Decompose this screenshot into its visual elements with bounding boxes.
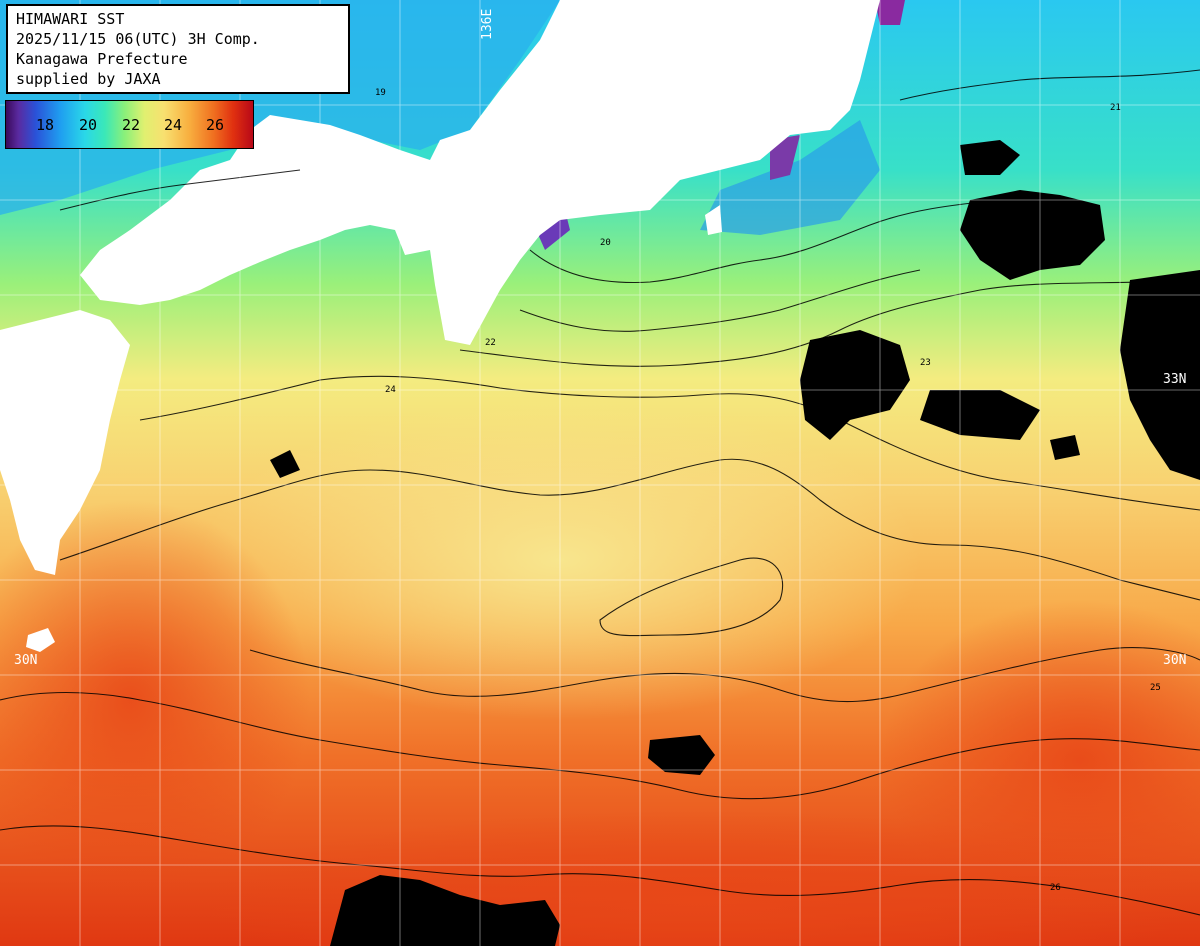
contour-label: 23 <box>920 358 931 368</box>
grid-label-30n-right: 30N <box>1163 653 1187 668</box>
nodata-cloud-east-2 <box>960 140 1020 175</box>
nodata-cloud-center <box>800 330 910 440</box>
legend-tick: 22 <box>122 116 141 134</box>
legend-tick: 20 <box>79 116 98 134</box>
nodata-cloud-mid <box>920 390 1040 440</box>
land-islet-1 <box>26 628 55 652</box>
legend-tick: 18 <box>36 116 55 134</box>
grid-label-136e: 136E <box>480 8 495 40</box>
land-kii-edge <box>640 0 720 40</box>
nodata-south-bottom <box>330 875 560 946</box>
nodata-cloud-small-2 <box>1050 435 1080 460</box>
data-credit: supplied by JAXA <box>16 70 161 88</box>
isotherm-contours <box>0 69 1200 916</box>
region-name: Kanagawa Prefecture <box>16 50 188 68</box>
land-islet-3 <box>560 0 620 18</box>
grid-label-30n-left: 30N <box>14 653 38 668</box>
nodata-south-speckle <box>648 735 715 775</box>
legend-tick: 24 <box>164 116 183 134</box>
contour-label: 22 <box>485 338 496 348</box>
cold-bay-water <box>700 120 880 235</box>
observation-time: 2025/11/15 06(UTC) 3H Comp. <box>16 30 260 48</box>
land-peninsula <box>0 375 35 440</box>
product-info-box: HIMAWARI SST 2025/11/15 06(UTC) 3H Comp.… <box>6 4 350 94</box>
contour-value-labels: 19 20 21 22 23 24 25 26 <box>375 88 1161 893</box>
contour-label: 25 <box>1150 683 1161 693</box>
grid-label-33n: 33N <box>1163 372 1187 387</box>
contour-label: 26 <box>1050 883 1061 893</box>
contour-label: 21 <box>1110 103 1121 113</box>
land-islet-2 <box>705 205 722 235</box>
purple-bay-water-2 <box>770 135 800 180</box>
red-patch-left <box>0 500 310 900</box>
contour-label: 19 <box>375 88 386 98</box>
temperature-color-legend: 18 20 22 24 26 <box>5 100 254 149</box>
legend-tick: 26 <box>206 116 225 134</box>
purple-bay-water-3 <box>875 0 905 25</box>
nodata-cloud-east <box>960 190 1105 280</box>
contour-label: 24 <box>385 385 396 395</box>
contour-label: 20 <box>600 238 611 248</box>
nodata-cloud-small-1 <box>270 450 300 478</box>
product-title: HIMAWARI SST <box>16 10 125 28</box>
nodata-cloud-right-edge <box>1120 270 1200 480</box>
land-kyushu <box>0 310 130 575</box>
